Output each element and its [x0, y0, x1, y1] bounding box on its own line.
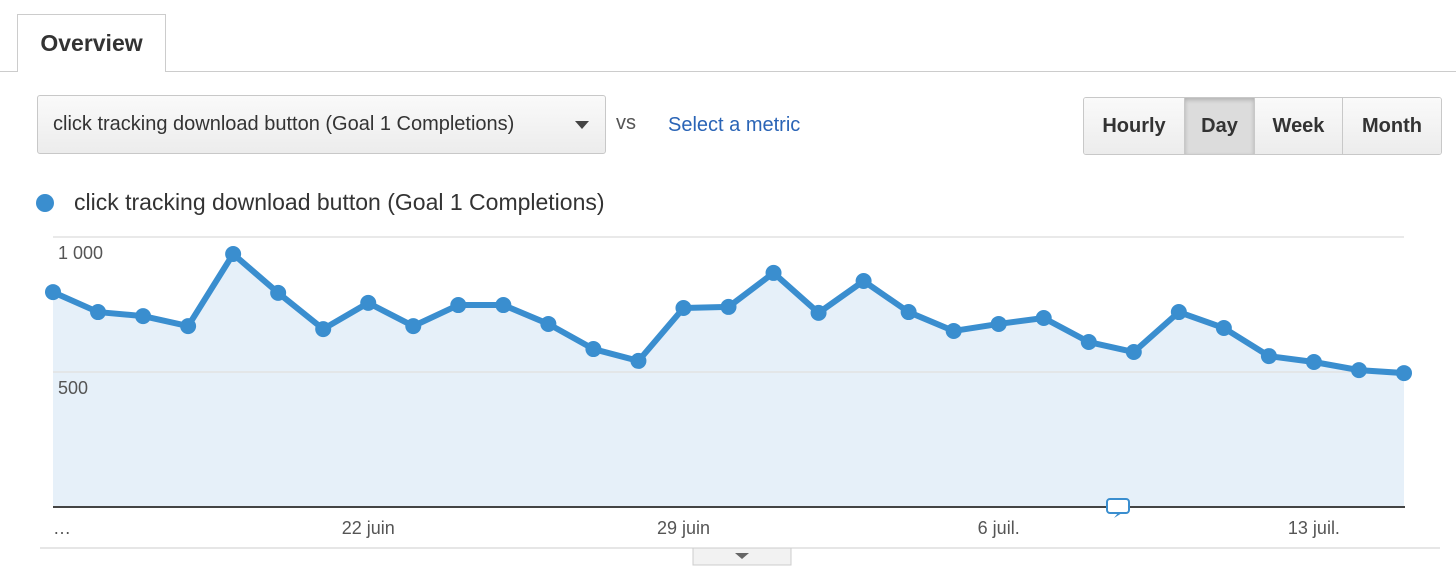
point — [270, 284, 287, 301]
point — [1350, 362, 1367, 379]
point — [1170, 304, 1187, 321]
y-tick-label: 1 000 — [58, 243, 103, 263]
x-tick-label: … — [53, 518, 71, 538]
legend-label: click tracking download button (Goal 1 C… — [74, 189, 605, 215]
week-button[interactable]: Week — [1254, 98, 1342, 154]
expand-arrow — [735, 553, 749, 559]
point — [855, 273, 872, 290]
point — [45, 284, 61, 301]
select-metric-link[interactable]: Select a metric — [668, 114, 801, 136]
point — [675, 300, 692, 317]
legend-marker — [36, 194, 54, 212]
point — [135, 308, 152, 325]
x-tick-label: 29 juin — [657, 518, 710, 538]
point — [990, 315, 1007, 332]
point — [945, 322, 962, 339]
point — [585, 341, 602, 358]
point — [810, 304, 827, 321]
point — [765, 264, 782, 281]
hourly-button[interactable]: Hourly — [1084, 98, 1184, 154]
point — [1035, 310, 1052, 326]
granularity-buttons: Hourly Day Week Month — [1083, 97, 1442, 155]
month-button[interactable]: Month — [1342, 98, 1441, 154]
area — [53, 254, 1404, 507]
x-tick-label: 22 juin — [342, 518, 395, 538]
vs-label: vs — [616, 112, 636, 134]
tab-divider — [0, 71, 1456, 72]
point — [720, 298, 737, 315]
point — [900, 304, 917, 321]
point — [360, 294, 377, 311]
point — [90, 304, 107, 321]
point — [225, 246, 242, 263]
point — [1260, 348, 1277, 365]
point — [1215, 319, 1232, 336]
point — [315, 321, 332, 338]
metric-select[interactable]: click tracking download button (Goal 1 C… — [37, 95, 606, 154]
point — [1125, 344, 1142, 361]
point — [630, 352, 647, 369]
point — [1396, 365, 1412, 382]
point — [1080, 334, 1097, 351]
annotation-icon[interactable] — [1106, 498, 1130, 514]
day-button[interactable]: Day — [1184, 98, 1254, 154]
annotation-icon-tail — [1114, 513, 1122, 518]
metric-select-label: click tracking download button (Goal 1 C… — [53, 113, 515, 135]
x-tick-label: 6 juil. — [978, 518, 1020, 538]
point — [540, 315, 557, 332]
point — [450, 297, 467, 314]
dropdown-arrow — [575, 121, 589, 129]
x-tick-label: 13 juil. — [1288, 518, 1340, 538]
point — [1305, 354, 1322, 371]
point — [180, 318, 197, 335]
point — [495, 297, 512, 314]
tab[interactable]: Overview — [17, 14, 166, 72]
y-tick-label: 500 — [58, 378, 88, 398]
point — [405, 318, 422, 335]
